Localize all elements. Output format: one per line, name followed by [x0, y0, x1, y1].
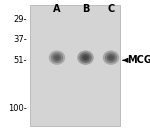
- Ellipse shape: [79, 52, 92, 63]
- Text: B: B: [82, 4, 89, 14]
- Text: A: A: [53, 4, 61, 14]
- Ellipse shape: [107, 54, 115, 61]
- Text: 29-: 29-: [14, 15, 27, 24]
- Text: 51-: 51-: [14, 56, 27, 65]
- Ellipse shape: [55, 55, 59, 60]
- FancyBboxPatch shape: [30, 5, 120, 126]
- Ellipse shape: [49, 50, 65, 65]
- Ellipse shape: [53, 54, 61, 61]
- Ellipse shape: [103, 50, 119, 65]
- Ellipse shape: [77, 50, 94, 65]
- Ellipse shape: [83, 55, 88, 60]
- Text: 37-: 37-: [13, 35, 27, 44]
- Ellipse shape: [109, 55, 114, 60]
- Text: C: C: [107, 4, 115, 14]
- Text: 100-: 100-: [8, 104, 27, 113]
- Text: MCG10: MCG10: [128, 55, 150, 65]
- Ellipse shape: [105, 52, 117, 63]
- Ellipse shape: [81, 54, 90, 61]
- Ellipse shape: [51, 52, 63, 63]
